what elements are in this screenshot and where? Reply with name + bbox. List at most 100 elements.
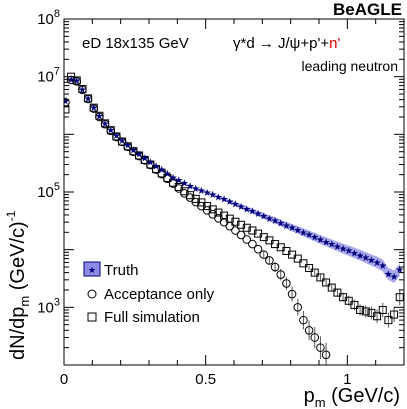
acceptance-point	[253, 244, 263, 254]
process-label: γ*d → J/ψ+p'+n'	[233, 35, 340, 52]
acceptance-point	[259, 250, 269, 259]
fullsim-point	[361, 307, 370, 316]
x-tick-label: 0.5	[195, 371, 216, 388]
truth-point: ★	[208, 190, 217, 201]
x-tick-label: 0	[60, 371, 68, 388]
acceptance-point	[304, 325, 314, 335]
ticks-layer	[63, 19, 405, 366]
truth-point: ★	[203, 188, 212, 199]
acceptance-point	[265, 256, 274, 265]
truth-point: ★	[186, 181, 195, 192]
truth-point: ★	[242, 204, 251, 215]
acceptance-point	[208, 210, 218, 219]
truth-point: ★	[197, 186, 206, 197]
truth-point: ★	[395, 265, 404, 276]
fullsim-point	[390, 310, 399, 319]
legend-fullsim-marker	[87, 312, 97, 322]
acceptance-point	[231, 226, 240, 235]
fullsim-point	[356, 305, 365, 314]
truth-point: ★	[390, 272, 399, 283]
acceptance-point	[219, 217, 229, 227]
truth-point: ★	[61, 96, 70, 107]
acceptance-point	[270, 262, 280, 272]
truth-point: ★	[123, 141, 132, 152]
acceptance-point	[117, 137, 127, 147]
y-tick-label: 103	[37, 296, 60, 316]
acceptance-point	[185, 193, 195, 202]
truth-point: ★	[140, 153, 149, 164]
acceptance-point	[89, 104, 99, 113]
y-axis-title: dN/dpm (GeV/c)-1	[4, 210, 32, 360]
acceptance-point	[174, 184, 184, 193]
legend-truth-marker: ★	[88, 266, 96, 276]
acceptance-point	[248, 239, 257, 249]
acceptance-point	[157, 169, 167, 179]
acceptance-point	[95, 112, 104, 122]
process-note: leading neutron	[301, 58, 398, 74]
truth-point: ★	[271, 216, 280, 227]
acceptance-point	[293, 303, 303, 312]
y-tick-label: 108	[37, 8, 60, 28]
truth-point: ★	[299, 228, 308, 239]
truth-point: ★	[152, 161, 161, 172]
acceptance-point	[180, 188, 189, 198]
truth-point: ★	[373, 258, 382, 269]
acceptance-point	[112, 132, 121, 142]
acceptance-point	[310, 333, 320, 342]
truth-point: ★	[112, 131, 121, 142]
truth-point: ★	[231, 199, 240, 210]
truth-point: ★	[265, 214, 274, 225]
truth-point: ★	[129, 145, 138, 156]
truth-point: ★	[288, 223, 297, 234]
marks-layer: ★★★★★★★★★★★★★★★★★★★★★★★★★★★★★★★★★★★★★★★★…	[61, 72, 404, 365]
truth-point: ★	[163, 169, 172, 180]
fullsim-point	[299, 259, 308, 268]
truth-point: ★	[310, 233, 319, 244]
truth-point: ★	[72, 76, 81, 87]
truth-point: ★	[316, 235, 325, 246]
truth-point: ★	[282, 221, 291, 232]
brand-label: BeAGLE	[333, 0, 402, 19]
x-axis-title: pm (GeV/c)	[304, 385, 400, 409]
truth-point: ★	[350, 248, 359, 259]
fullsim-point	[316, 273, 325, 282]
truth-point: ★	[101, 119, 110, 130]
acceptance-point	[321, 350, 331, 360]
legend-truth-label: Truth	[104, 262, 138, 279]
fullsim-point	[344, 296, 353, 305]
acceptance-point	[129, 147, 138, 156]
truth-band-layer	[65, 78, 400, 283]
y-tick-label: 105	[37, 181, 60, 201]
truth-point: ★	[78, 85, 87, 96]
truth-point: ★	[327, 240, 336, 251]
truth-point: ★	[254, 209, 263, 220]
legend: ★ Truth Acceptance only Full simulation	[83, 261, 215, 326]
truth-point: ★	[220, 195, 229, 206]
truth-band	[65, 78, 400, 283]
acceptance-point	[140, 155, 150, 165]
legend-acceptance-marker	[87, 289, 97, 299]
acceptance-point	[287, 289, 297, 299]
acceptance-point	[282, 279, 291, 288]
acceptance-point	[242, 235, 252, 244]
fullsim-point	[373, 312, 382, 321]
acceptance-point	[106, 126, 116, 136]
truth-point: ★	[106, 125, 115, 136]
truth-point: ★	[344, 246, 353, 257]
acceptance-point	[78, 85, 87, 95]
truth-point: ★	[248, 207, 257, 218]
truth-point: ★	[305, 230, 314, 241]
truth-point: ★	[237, 202, 246, 213]
acceptance-point	[146, 160, 155, 170]
fullsim-point	[242, 223, 251, 232]
truth-point: ★	[293, 225, 302, 236]
fullsim-point	[395, 293, 404, 302]
truth-point: ★	[89, 103, 98, 114]
fullsim-point	[327, 283, 336, 292]
truth-point: ★	[84, 94, 93, 105]
process-text: γ*d → J/ψ+p'+	[233, 35, 329, 52]
fullsim-point	[333, 288, 342, 297]
truth-point: ★	[378, 261, 387, 272]
fullsim-point	[350, 300, 359, 309]
